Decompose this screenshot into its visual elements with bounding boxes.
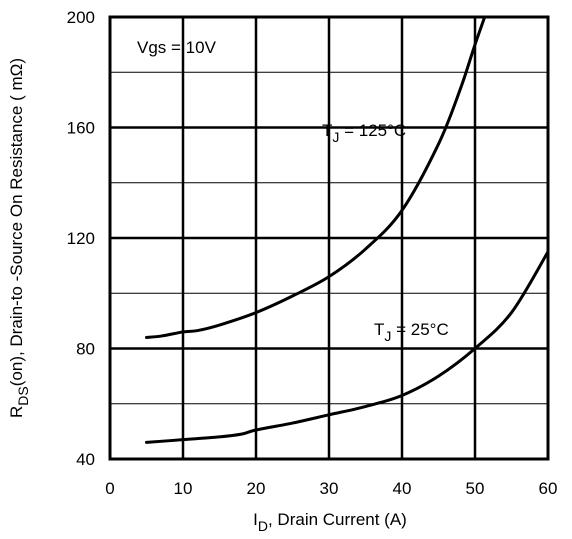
series-label-25c: TJ = 25°C xyxy=(374,320,449,344)
y-axis-label: RDS(on), Drain-to -Source On Resistance … xyxy=(7,58,31,418)
x-tick-label: 10 xyxy=(174,479,193,498)
y-tick-labels: 40 80 120 160 200 xyxy=(67,8,95,469)
plot-border xyxy=(108,15,550,461)
x-axis-label: ID, Drain Current (A) xyxy=(253,510,407,534)
x-tick-labels: 0 10 20 30 40 50 60 xyxy=(105,479,557,498)
x-tick-label: 0 xyxy=(105,479,114,498)
x-tick-label: 40 xyxy=(393,479,412,498)
y-tick-label: 80 xyxy=(76,340,95,359)
x-tick-label: 30 xyxy=(320,479,339,498)
series-lines xyxy=(145,17,548,444)
series-line-tj-125c xyxy=(145,17,487,339)
x-tick-label: 60 xyxy=(539,479,558,498)
y-tick-label: 40 xyxy=(76,450,95,469)
series-line-tj-25c xyxy=(145,250,548,444)
y-tick-label: 200 xyxy=(67,8,95,27)
series-label-125c: TJ = 125°C xyxy=(322,121,406,145)
y-tick-label: 120 xyxy=(67,229,95,248)
x-tick-label: 50 xyxy=(466,479,485,498)
annotation-vgs: Vgs = 10V xyxy=(137,38,217,57)
x-tick-label: 20 xyxy=(247,479,266,498)
y-tick-label: 160 xyxy=(67,119,95,138)
